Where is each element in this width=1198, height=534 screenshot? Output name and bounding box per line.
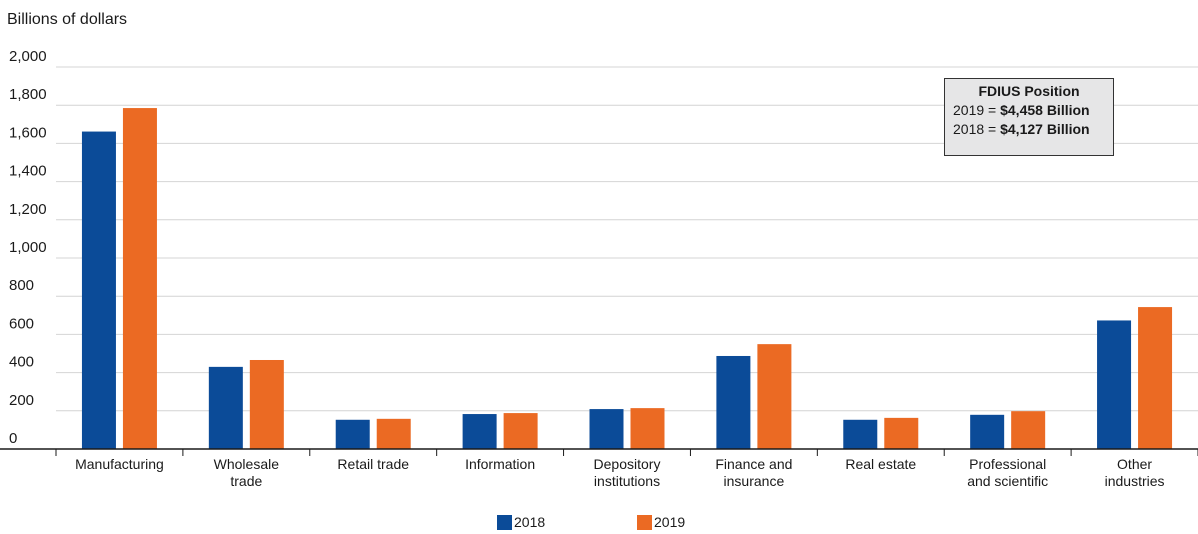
- y-tick-label: 800: [9, 277, 34, 294]
- legend-label-2018: 2018: [514, 514, 545, 530]
- bar-2019: [884, 417, 919, 449]
- bar-2019: [630, 408, 665, 449]
- y-tick-label: 400: [9, 354, 34, 371]
- legend: 2018 2019: [497, 514, 685, 530]
- bar-2019: [376, 418, 411, 449]
- bar-2019: [249, 359, 284, 449]
- bar-2019: [1011, 411, 1046, 449]
- bar-2018: [970, 414, 1005, 449]
- category-label: Information: [465, 456, 535, 472]
- bar-2019: [503, 413, 538, 449]
- y-tick-label: 0: [9, 430, 17, 447]
- bars: [81, 108, 1173, 450]
- bar-2018: [335, 419, 370, 449]
- category-label: Depository institutions: [594, 456, 661, 489]
- y-tick-label: 1,200: [9, 201, 47, 218]
- y-tick-label: 1,000: [9, 239, 47, 256]
- bar-2018: [843, 419, 878, 449]
- annotation-2018-prefix: 2018 =: [953, 121, 1001, 137]
- bar-2018: [81, 131, 116, 450]
- bar-2019: [757, 344, 792, 449]
- annotation-line-2018: 2018 = $4,127 Billion: [953, 121, 1105, 137]
- y-axis-label: Billions of dollars: [7, 11, 127, 28]
- annotation-line-2019: 2019 = $4,458 Billion: [953, 102, 1105, 118]
- bar-2019: [122, 108, 157, 449]
- category-label: Real estate: [845, 456, 916, 472]
- category-label: Other industries: [1105, 456, 1165, 489]
- legend-swatch-2018: [497, 515, 512, 530]
- bar-2018: [716, 355, 751, 449]
- y-tick-label: 1,400: [9, 163, 47, 180]
- category-label: Professional and scientific: [967, 456, 1048, 489]
- bar-2018: [462, 414, 497, 449]
- y-tick-label: 200: [9, 392, 34, 409]
- legend-label-2019: 2019: [654, 514, 685, 530]
- y-tick-label: 1,600: [9, 124, 47, 141]
- category-label: Wholesale trade: [214, 456, 280, 489]
- y-tick-label: 600: [9, 315, 34, 332]
- bar-2018: [1097, 320, 1132, 449]
- x-axis: [0, 448, 1198, 456]
- category-label: Manufacturing: [75, 456, 164, 472]
- annotation-title: FDIUS Position: [978, 83, 1080, 99]
- annotation-2019-prefix: 2019 =: [953, 102, 1001, 118]
- bar-2018: [589, 409, 624, 449]
- category-label: Finance and insurance: [715, 456, 792, 489]
- gridlines: [56, 66, 1198, 412]
- annotation-2019-value: $4,458 Billion: [1000, 102, 1090, 118]
- fdius-position-annotation: FDIUS Position 2019 = $4,458 Billion 201…: [944, 78, 1114, 156]
- bar-2019: [1138, 307, 1173, 449]
- y-tick-label: 1,800: [9, 86, 47, 103]
- annotation-2018-value: $4,127 Billion: [1000, 121, 1090, 137]
- legend-swatch-2019: [637, 515, 652, 530]
- y-tick-labels: 0 200 400 600 800 1,000 1,200 1,400 1,600 1,800 2,…: [9, 48, 47, 447]
- category-labels: Manufacturing Wholesale trade Retail trade I…: [75, 456, 1164, 489]
- category-label: Retail trade: [337, 456, 409, 472]
- bar-2018: [208, 366, 243, 449]
- y-tick-label: 2,000: [9, 48, 47, 65]
